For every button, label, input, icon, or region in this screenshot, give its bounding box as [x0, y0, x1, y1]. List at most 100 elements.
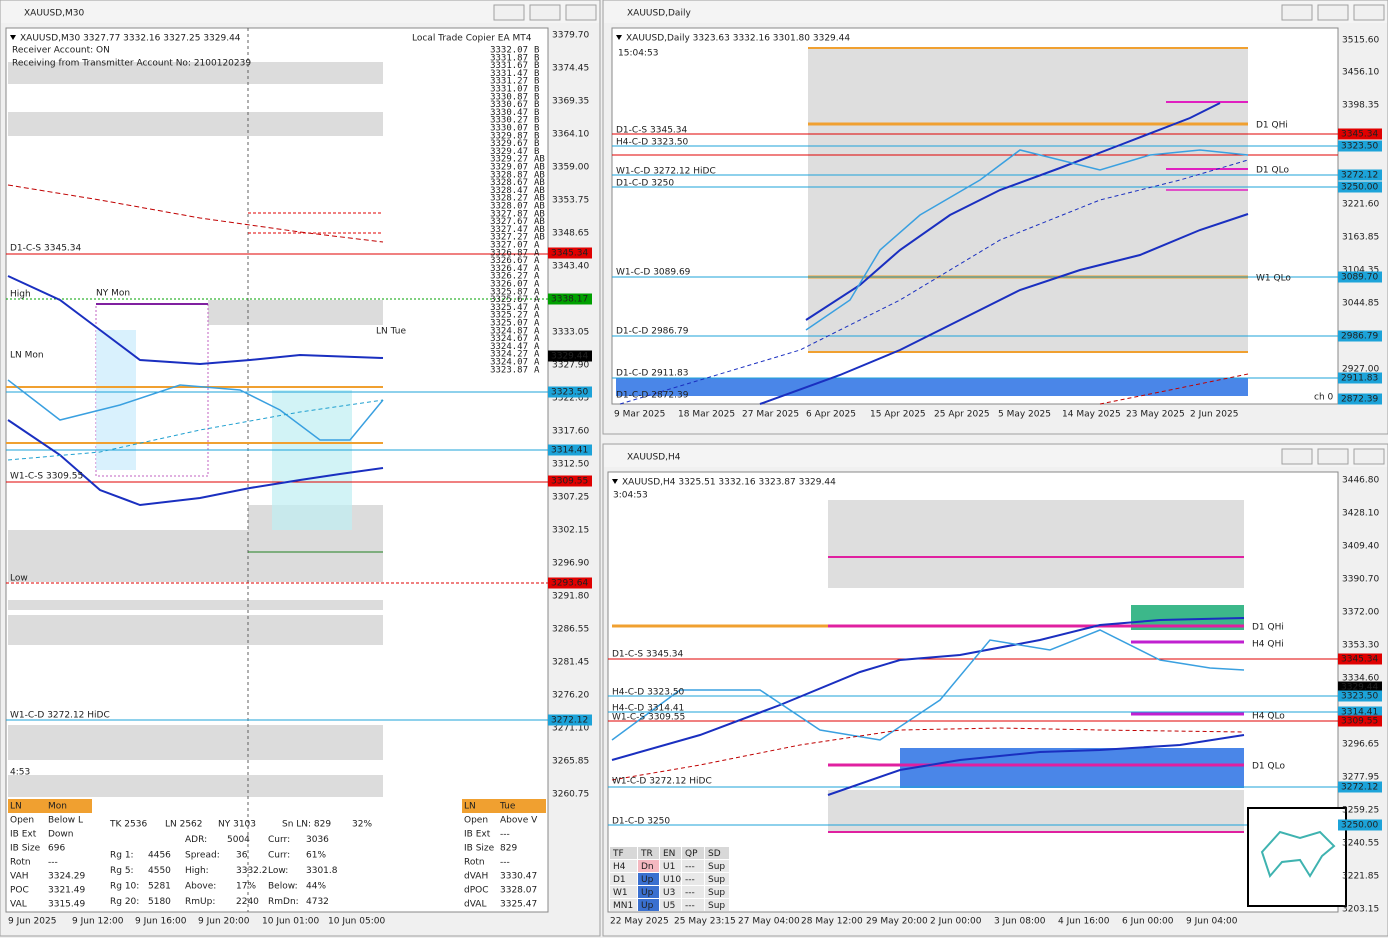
ladder-price: 3331.67: [490, 61, 528, 71]
level-label: W1-C-D 3272.12 HiDC: [616, 167, 716, 177]
price-tick-label: 3296.90: [552, 559, 589, 569]
level-label: W1-C-S 3309.55: [10, 472, 83, 482]
price-tag: [1338, 681, 1382, 693]
ladder-price: 3329.07: [490, 163, 528, 173]
time-tick-label: 29 May 20:00: [866, 917, 928, 927]
level-label: H4-C-D 3323.50: [616, 138, 689, 148]
ladder-price: 3331.27: [490, 77, 528, 87]
ladder-price: 3329.67: [490, 139, 528, 149]
level-label: W1-C-D 3272.12 HiDC: [612, 777, 712, 787]
session-key: Rotn: [10, 858, 31, 868]
price-tick-label: 3281.45: [552, 658, 589, 668]
price-tag-label: 3250.00: [1341, 821, 1378, 831]
window-title: XAUUSD,H4: [627, 453, 681, 463]
price-tag: [548, 577, 592, 589]
session-value: 3330.47: [500, 872, 537, 882]
price-tag-label: 3345.34: [551, 249, 588, 259]
table-cell: [682, 886, 704, 898]
table-cell: [610, 873, 637, 885]
window-button[interactable]: [1281, 4, 1313, 21]
price-tick-label: 3379.70: [552, 31, 589, 41]
price-tag-label: 3272.12: [1341, 171, 1378, 181]
window-button[interactable]: [1317, 448, 1349, 465]
m30-drawings: [6, 28, 548, 912]
ladder-price: 3326.67: [490, 256, 528, 266]
stat: 4732: [306, 897, 329, 907]
ladder-side: A: [534, 319, 540, 329]
ladder-price: 3330.87: [490, 92, 528, 102]
ladder-price: 3325.67: [490, 295, 528, 305]
table-cell: [638, 873, 659, 885]
table-cell: [610, 847, 637, 859]
session-key: IB Ext: [464, 830, 491, 840]
level-label: D1-C-D 2872.39: [616, 391, 689, 401]
price-tag: [1338, 181, 1382, 193]
price-tick-label: 3240.55: [1342, 839, 1379, 849]
ladder-price: 3325.47: [490, 303, 528, 313]
ladder-price: 3327.07: [490, 241, 528, 251]
price-tag-label: 3329.44: [1341, 683, 1378, 693]
price-tag: [1338, 372, 1382, 384]
price-tick-label: 3359.00: [552, 163, 589, 173]
table-text: Sup: [708, 875, 725, 885]
ladder-side: A: [534, 280, 540, 290]
time-tick-label: 9 Mar 2025: [614, 410, 665, 420]
price-tag-label: 3323.50: [551, 388, 588, 398]
price-tag-label: 3314.41: [1341, 708, 1378, 718]
table-text: Up: [641, 888, 654, 898]
ladder-side: A: [534, 334, 540, 344]
window-button[interactable]: [1317, 4, 1349, 21]
ladder-price: 3323.87: [490, 365, 528, 375]
stat: RmDn:: [268, 897, 299, 907]
window-button[interactable]: [565, 4, 597, 21]
stat: 5180: [148, 897, 171, 907]
session-value: 3315.49: [48, 900, 85, 910]
level-label: H4-C-D 3323.50: [612, 688, 685, 698]
session-value: Below L: [48, 816, 83, 826]
ladder-price: 3330.47: [490, 108, 528, 118]
level-label: D1 QLo: [1252, 762, 1285, 772]
time-tick-label: 25 Apr 2025: [934, 410, 990, 420]
price-tag: [1338, 819, 1382, 831]
ladder-price: 3331.47: [490, 69, 528, 79]
price-tick-label: 3221.60: [1342, 200, 1379, 210]
price-tick-label: 3446.80: [1342, 476, 1379, 486]
time-tick-label: 3 Jun 08:00: [994, 917, 1046, 927]
time-tick-label: 25 May 23:15: [674, 917, 736, 927]
price-tick-label: 3302.15: [552, 526, 589, 536]
price-tick-label: 3203.15: [1342, 905, 1379, 915]
ladder-side: A: [534, 272, 540, 282]
ladder-price: 3327.27: [490, 233, 528, 243]
price-tick-label: 3327.90: [552, 361, 589, 371]
window-button[interactable]: [1353, 4, 1385, 21]
ladder-price: 3327.67: [490, 217, 528, 227]
ladder-price: 3328.87: [490, 170, 528, 180]
timer: 15:04:53: [618, 49, 658, 59]
price-tag: [548, 714, 592, 726]
window-button[interactable]: [1281, 448, 1313, 465]
table-cell: [610, 860, 637, 872]
stat: 4550: [148, 866, 171, 876]
stat: Rg 1:: [110, 851, 134, 861]
price-tick-label: 3286.55: [552, 625, 589, 635]
window-button[interactable]: [1353, 448, 1385, 465]
price-tag-label: 3329.44: [551, 352, 588, 362]
level-label: D1-C-D 2986.79: [616, 327, 689, 337]
price-tick-label: 3398.35: [1342, 101, 1379, 111]
table-cell: [682, 847, 704, 859]
window-button[interactable]: [493, 4, 525, 21]
window-button[interactable]: [529, 4, 561, 21]
session-key: Open: [10, 816, 34, 826]
title-bar: [604, 445, 1387, 467]
price-tag-label: 3323.50: [1341, 692, 1378, 702]
level-label: D1-C-S 3345.34: [616, 126, 688, 136]
time-tick-label: 10 Jun 01:00: [262, 917, 319, 927]
ladder-side: A: [534, 264, 540, 274]
ladder-side: AB: [534, 186, 545, 196]
table-cell: [682, 873, 704, 885]
price-tag: [1338, 393, 1382, 405]
price-tick-label: 3312.50: [552, 460, 589, 470]
ladder-side: A: [534, 303, 540, 313]
stat: Spread:: [185, 851, 220, 861]
ladder-side: AB: [534, 209, 545, 219]
